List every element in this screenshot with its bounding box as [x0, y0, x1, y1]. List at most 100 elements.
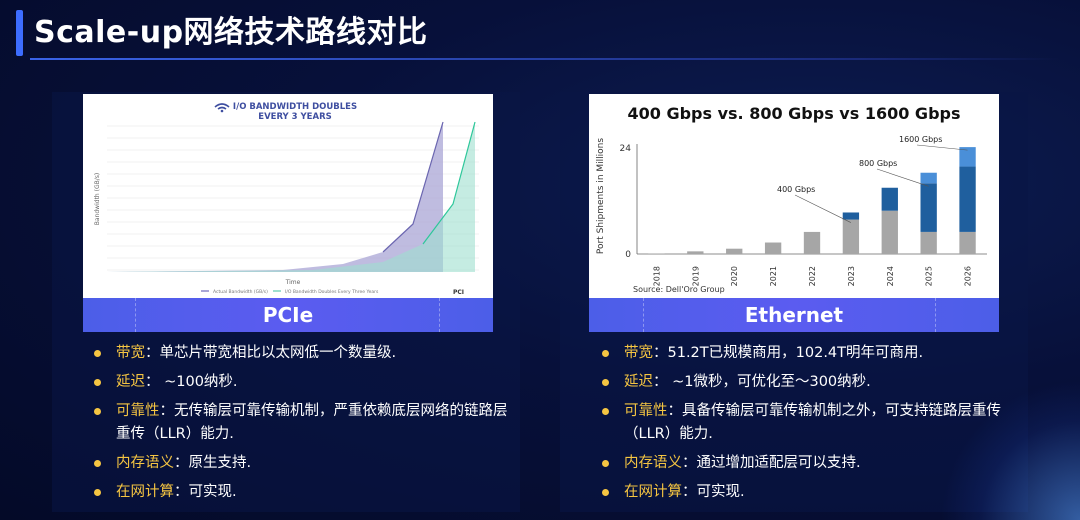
corner-glow-decoration	[940, 380, 1080, 520]
ethernet-label: Ethernet	[744, 303, 844, 327]
bullet-dot	[94, 408, 101, 415]
bullet-key: 延迟	[116, 374, 145, 390]
bullet-text: 单芯片带宽相比以太网低一个数量级.	[159, 345, 397, 361]
bullet-key: 延迟	[624, 374, 653, 390]
x-tick-label: 2022	[808, 266, 817, 286]
series-callout-label: 800 Gbps	[859, 159, 897, 168]
bar-1600-gbps-2025	[920, 172, 937, 184]
bullet-dot	[602, 460, 609, 467]
actual-bandwidth-line	[382, 121, 444, 253]
bar-400-gbps-2025	[920, 231, 937, 254]
y-tick-label: 24	[620, 144, 632, 154]
x-tick-label: 2018	[652, 266, 661, 286]
x-tick-label: 2024	[886, 266, 895, 286]
bullet-sep: ：	[174, 484, 189, 500]
bullet-key: 带宽	[116, 345, 145, 361]
pcie-chart-xlabel: Time	[285, 279, 301, 286]
pcie-chart-ylabel: Bandwidth (GB/s)	[94, 173, 101, 225]
pcie-chart-title-line2: EVERY 3 YEARS	[258, 112, 331, 122]
bullet-text: 无传输层可靠传输机制，严重依赖底层网络的链路层重传（LLR）能力.	[116, 403, 508, 442]
bullet-key: 内存语义	[624, 455, 682, 471]
bullet-dot	[94, 350, 101, 357]
bullet-text: 可实现.	[696, 484, 745, 500]
bullet-key: 可靠性	[116, 403, 160, 419]
x-tick-label: 2025	[925, 266, 934, 286]
bar-800-gbps-2025	[920, 183, 937, 232]
bullet-key: 带宽	[624, 345, 653, 361]
y-tick-label: 0	[625, 250, 631, 260]
bullet-text: 具备传输层可靠传输机制之外，可支持链路层重传（LLR）能力.	[624, 403, 1001, 442]
callout-leader-line	[916, 144, 968, 151]
doubling-bandwidth-line	[422, 121, 476, 245]
bullet-sep: ：	[682, 455, 697, 471]
list-item: 延迟： ~100纳秒.	[92, 371, 512, 394]
bar-800-gbps-2024	[881, 187, 898, 211]
label-bar-divider	[935, 298, 936, 332]
bar-800-gbps-2023	[842, 212, 860, 220]
list-item: 内存语义：通过增加适配层可以支持.	[600, 452, 1020, 475]
ethernet-bullet-list: 带宽：51.2T已规模商用，102.4T明年可商用. 延迟： ~1微秒，可优化至…	[600, 342, 1020, 510]
pcie-panel: I/O BANDWIDTH DOUBLES EVERY 3 YEARS Band…	[52, 92, 520, 512]
title-accent-bar	[16, 10, 23, 56]
x-tick-label: 2019	[691, 266, 700, 286]
bullet-dot	[94, 489, 101, 496]
bar-400-gbps-2020	[726, 248, 743, 254]
bullet-text: ~1微秒，可优化至～300纳秒.	[667, 374, 871, 390]
bullet-sep: ：	[159, 403, 175, 419]
pcie-bandwidth-chart: I/O BANDWIDTH DOUBLES EVERY 3 YEARS Band…	[94, 102, 479, 296]
actual-bandwidth-area	[107, 122, 443, 272]
chart-title: 400 Gbps vs. 800 Gbps vs 1600 Gbps	[628, 104, 961, 123]
pcisig-logo: PCI	[453, 289, 464, 296]
list-item: 带宽：51.2T已规模商用，102.4T明年可商用.	[600, 342, 1020, 365]
title-underline	[30, 58, 1060, 60]
list-item: 可靠性：无传输层可靠传输机制，严重依赖底层网络的链路层重传（LLR）能力.	[92, 400, 512, 446]
list-item: 内存语义：原生支持.	[92, 452, 512, 475]
series-callout-label: 1600 Gbps	[899, 135, 942, 144]
list-item: 延迟： ~1微秒，可优化至～300纳秒.	[600, 371, 1020, 394]
bar-400-gbps-2023	[842, 219, 860, 254]
bullet-dot	[602, 379, 609, 386]
list-item: 可靠性：具备传输层可靠传输机制之外，可支持链路层重传（LLR）能力.	[600, 400, 1020, 446]
label-bar-divider	[643, 298, 644, 332]
callout-leader-line	[876, 168, 929, 187]
bullet-text: 通过增加适配层可以支持.	[696, 455, 861, 471]
bullet-text: 可实现.	[188, 484, 237, 500]
bar-400-gbps-2021	[764, 242, 782, 254]
ethernet-label-bar: Ethernet	[589, 298, 999, 332]
ethernet-panel: 400 Gbps vs. 800 Gbps vs 1600 Gbps Port …	[560, 92, 1028, 512]
series-callout-label: 400 Gbps	[777, 185, 815, 194]
bar-1600-gbps-2026	[959, 147, 976, 167]
x-tick-label: 2026	[964, 266, 973, 286]
bar-400-gbps-2024	[881, 210, 898, 254]
bullet-sep: ：	[667, 403, 683, 419]
legend-swatch-actual	[201, 290, 209, 292]
page-title: Scale-up网络技术路线对比	[34, 15, 428, 50]
bullet-dot	[602, 408, 609, 415]
bullet-text: 原生支持.	[188, 455, 252, 471]
chart-source: Source: Dell'Oro Group	[633, 285, 725, 294]
x-tick-label: 2020	[730, 266, 739, 286]
bullet-text: 51.2T已规模商用，102.4T明年可商用.	[667, 345, 924, 361]
bullet-dot	[602, 489, 609, 496]
x-tick-label: 2021	[769, 266, 778, 286]
port-shipments-chart: 400 Gbps vs. 800 Gbps vs 1600 Gbps Port …	[596, 104, 987, 294]
pcie-legend-doubling: I/O Bandwidth Doubles Every Three Years	[285, 289, 379, 295]
pcie-label: PCIe	[262, 303, 314, 327]
pcie-chart-title-line1: I/O BANDWIDTH DOUBLES	[233, 102, 357, 112]
bullet-key: 在网计算	[116, 484, 174, 500]
label-bar-divider	[135, 298, 136, 332]
list-item: 带宽：单芯片带宽相比以太网低一个数量级.	[92, 342, 512, 365]
pcie-bandwidth-chart-image: I/O BANDWIDTH DOUBLES EVERY 3 YEARS Band…	[83, 94, 493, 300]
bullet-key: 内存语义	[116, 455, 174, 471]
bullet-sep: ：	[145, 374, 160, 390]
bar-800-gbps-2026	[959, 166, 976, 232]
bar-400-gbps-2026	[959, 231, 976, 254]
bullet-dot	[94, 379, 101, 386]
list-item: 在网计算：可实现.	[92, 481, 512, 504]
ethernet-port-shipments-chart-image: 400 Gbps vs. 800 Gbps vs 1600 Gbps Port …	[589, 94, 999, 300]
pcie-bullet-list: 带宽：单芯片带宽相比以太网低一个数量级. 延迟： ~100纳秒. 可靠性：无传输…	[92, 342, 512, 510]
bullet-dot	[602, 350, 609, 357]
legend-swatch-doubling	[273, 290, 281, 292]
wifi-icon	[214, 103, 230, 113]
label-bar-divider	[439, 298, 440, 332]
